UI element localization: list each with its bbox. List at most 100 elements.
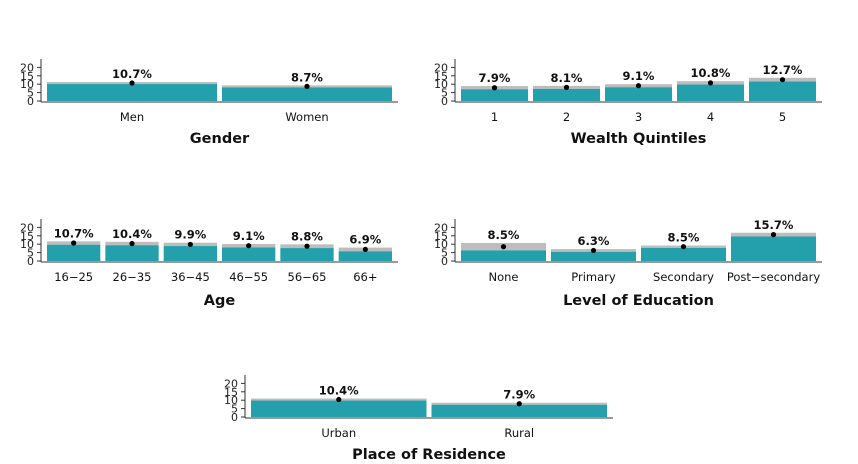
y-tick-label: 15: [224, 386, 238, 399]
data-label: 8.5%: [668, 231, 700, 245]
y-tick-label: 10: [20, 78, 34, 91]
panel-title: Wealth Quintiles: [571, 131, 707, 147]
category-label: None: [488, 270, 518, 284]
category-label: 1: [491, 110, 498, 124]
bar: [280, 248, 334, 261]
y-tick-label: 0: [441, 95, 448, 108]
bar: [47, 84, 217, 101]
point-estimate: [362, 246, 368, 253]
y-tick-label: 20: [434, 61, 448, 74]
category-label: Men: [120, 110, 144, 124]
category-label: Women: [285, 110, 328, 124]
data-label: 12.7%: [763, 63, 803, 77]
y-tick-label: 5: [441, 87, 448, 100]
data-label: 7.9%: [503, 388, 535, 402]
data-label: 9.9%: [174, 228, 206, 242]
category-label: 66+: [353, 270, 377, 284]
bar: [105, 245, 159, 261]
bar: [461, 250, 546, 261]
point-estimate: [680, 244, 687, 250]
bar: [641, 247, 726, 261]
bar: [605, 87, 672, 101]
data-label: 6.3%: [578, 234, 610, 248]
y-tick-label: 0: [231, 411, 238, 424]
y-tick-label: 20: [20, 61, 34, 74]
category-label: Urban: [321, 426, 356, 440]
y-tick-label: 0: [27, 255, 34, 268]
category-label: Primary: [571, 270, 616, 284]
bar: [222, 247, 276, 261]
point-estimate: [590, 247, 597, 254]
category-label: Post−secondary: [727, 270, 820, 284]
y-tick-label: 15: [434, 230, 448, 243]
y-tick-label: 5: [441, 247, 448, 260]
data-label: 10.4%: [112, 227, 152, 241]
data-label: 8.1%: [551, 71, 583, 85]
category-label: 16−25: [54, 270, 93, 284]
point-estimate: [779, 77, 786, 83]
bar: [47, 244, 101, 261]
y-tick-label: 5: [27, 247, 34, 260]
bar: [533, 88, 600, 101]
bar: [677, 84, 744, 101]
bar: [461, 89, 528, 101]
point-estimate: [129, 240, 135, 247]
category-label: 36−45: [171, 270, 210, 284]
data-label: 6.9%: [349, 233, 381, 247]
bar: [749, 81, 816, 101]
bar: [163, 246, 217, 261]
y-tick-label: 15: [434, 70, 448, 83]
chart-panel: 051015207.9%18.1%29.1%310.8%412.7%5Wealt…: [434, 59, 822, 147]
y-tick-label: 15: [20, 70, 34, 83]
y-tick-label: 5: [231, 403, 238, 416]
point-estimate: [304, 83, 310, 89]
category-label: 46−55: [229, 270, 268, 284]
panel-title: Age: [204, 293, 236, 309]
category-label: Rural: [504, 426, 534, 440]
data-label: 10.4%: [319, 384, 359, 398]
y-tick-label: 0: [27, 95, 34, 108]
point-estimate: [246, 243, 252, 249]
point-estimate: [491, 85, 498, 91]
point-estimate: [187, 241, 193, 247]
y-tick-label: 10: [224, 394, 238, 407]
data-label: 8.8%: [291, 229, 323, 243]
data-label: 8.5%: [488, 228, 520, 242]
data-label: 9.1%: [233, 229, 265, 243]
panel-title: Place of Residence: [352, 447, 506, 463]
y-tick-label: 20: [224, 377, 238, 390]
point-estimate: [129, 80, 135, 86]
point-estimate: [500, 244, 507, 250]
y-tick-label: 10: [20, 238, 34, 251]
category-label: 26−35: [113, 270, 152, 284]
y-tick-label: 20: [20, 221, 34, 234]
y-tick-label: 10: [434, 238, 448, 251]
data-label: 8.7%: [291, 70, 323, 84]
category-label: 56−65: [288, 270, 327, 284]
data-label: 15.7%: [754, 218, 794, 232]
point-estimate: [770, 232, 777, 238]
bar: [222, 87, 392, 101]
bar: [431, 404, 607, 417]
point-estimate: [336, 396, 342, 403]
y-tick-label: 10: [434, 78, 448, 91]
panel-title: Level of Education: [563, 293, 714, 309]
y-tick-label: 15: [20, 230, 34, 243]
bar: [338, 251, 392, 261]
category-label: 2: [563, 110, 570, 124]
panel-title: Gender: [190, 131, 250, 147]
data-label: 10.8%: [691, 66, 731, 80]
category-label: 3: [635, 110, 642, 124]
category-label: Secondary: [653, 270, 714, 284]
y-tick-label: 0: [441, 255, 448, 268]
point-estimate: [563, 84, 570, 90]
category-label: 5: [779, 110, 786, 124]
category-label: 4: [707, 110, 714, 124]
data-label: 10.7%: [112, 67, 152, 81]
data-label: 9.1%: [623, 69, 655, 83]
